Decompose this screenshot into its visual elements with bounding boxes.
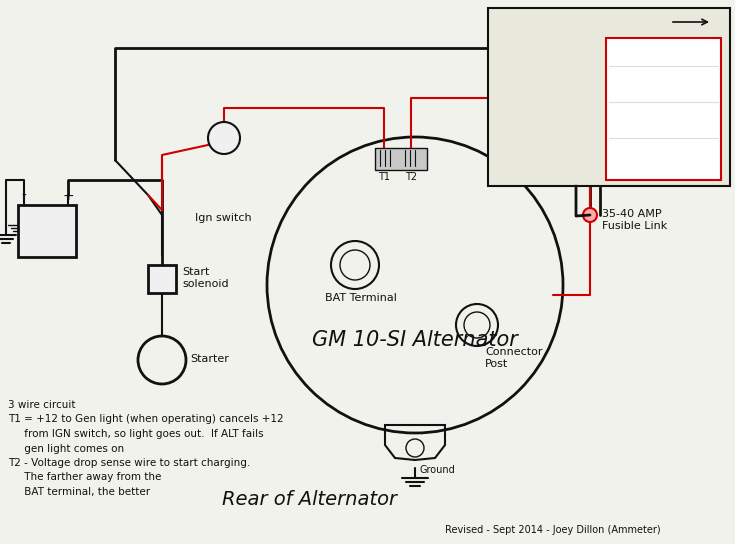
Circle shape: [583, 208, 597, 222]
Text: +: +: [62, 189, 74, 203]
Text: Connector
Post: Connector Post: [485, 347, 542, 369]
Text: (ALT): (ALT): [691, 141, 718, 151]
Text: White-Red: White-Red: [611, 141, 662, 151]
Bar: [375, 148, 427, 170]
Text: BAT terminal, the better: BAT terminal, the better: [8, 487, 150, 497]
Text: (FLD): (FLD): [689, 69, 718, 79]
Bar: [606, 38, 721, 180]
Text: from IGN switch, so light goes out.  If ALT fails: from IGN switch, so light goes out. If A…: [8, 429, 264, 439]
Bar: [18, 205, 76, 257]
Text: (IGN): (IGN): [692, 105, 718, 115]
Text: Battery: Battery: [24, 225, 70, 238]
Text: Not Used/Old Circ.: Not Used/Old Circ.: [610, 42, 706, 52]
Text: T2 - Voltage drop sense wire to start charging.: T2 - Voltage drop sense wire to start ch…: [8, 458, 250, 468]
Circle shape: [208, 122, 240, 154]
Text: The farther away from the: The farther away from the: [8, 473, 162, 483]
Text: T2: T2: [405, 172, 417, 182]
Text: Start
solenoid: Start solenoid: [182, 267, 229, 289]
Text: 35-40 AMP
Fusible Link: 35-40 AMP Fusible Link: [602, 209, 667, 231]
Text: White-Black: White-Black: [611, 69, 669, 79]
Text: Rear of Alternator: Rear of Alternator: [223, 490, 398, 509]
Text: Ign switch: Ign switch: [195, 213, 251, 223]
Text: Starter: Starter: [190, 354, 229, 364]
Text: Revised - Sept 2014 - Joey Dillon (Ammeter): Revised - Sept 2014 - Joey Dillon (Ammet…: [445, 525, 661, 535]
Text: OLD Circuit Wiring: OLD Circuit Wiring: [494, 14, 596, 24]
Text: GM 10-SI Alternator: GM 10-SI Alternator: [312, 330, 518, 350]
Bar: [488, 8, 730, 186]
Text: Ground: Ground: [420, 465, 456, 475]
Text: Gen
light: Gen light: [215, 133, 234, 152]
Text: BAT Terminal: BAT Terminal: [325, 293, 397, 303]
Text: 3 wire circuit: 3 wire circuit: [8, 400, 76, 410]
Text: To
AMMETER: To AMMETER: [670, 13, 725, 35]
Text: gen light comes on: gen light comes on: [8, 443, 124, 454]
Text: -: -: [21, 189, 26, 203]
Text: (old)
BLACK
Voltage
Regulator
Wire: (old) BLACK Voltage Regulator Wire: [498, 50, 552, 111]
Text: Yellow-Black: Yellow-Black: [611, 105, 670, 115]
Bar: [148, 265, 176, 293]
Text: T1: T1: [378, 172, 390, 182]
Text: T1 = +12 to Gen light (when operating) cancels +12: T1 = +12 to Gen light (when operating) c…: [8, 415, 284, 424]
